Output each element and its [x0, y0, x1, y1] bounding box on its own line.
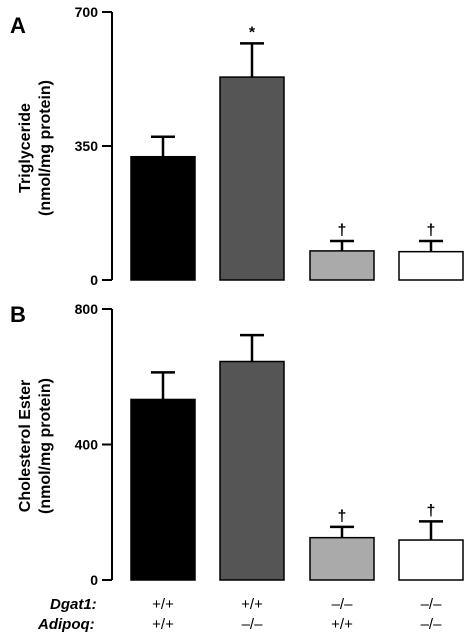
- panel-a-bar: [219, 76, 285, 281]
- panel-b-label: B: [10, 302, 26, 327]
- genotype-cells: +/+ +/+ –/– –/– +/+ –/– +/+ –/–: [152, 596, 442, 633]
- panel-a-y-tick-label: 700: [75, 4, 99, 20]
- panel-b-ylabel-line2: (nmol/mg protein): [37, 378, 54, 514]
- panel-b-y-tick-label: 0: [90, 572, 98, 588]
- genotype-cell: +/+: [152, 596, 174, 613]
- panel-a-ylabel-line2: (nmol/mg protein): [37, 80, 54, 216]
- panel-b-ylabel: Cholesterol Ester (nmol/mg protein): [17, 378, 54, 514]
- panel-b-bar: [219, 360, 285, 581]
- panel-a-plot: 0 350 700 * † †: [75, 4, 464, 288]
- genotype-row2-label: Adipoq:: [37, 616, 95, 633]
- panel-a-bar: [309, 250, 375, 281]
- genotype-cell: –/–: [242, 616, 264, 633]
- genotype-cell: –/–: [332, 596, 354, 613]
- panel-a-bar: [130, 155, 196, 281]
- panel-b-y-tick-label: 800: [75, 301, 99, 317]
- genotype-row1-label: Dgat1:: [50, 596, 97, 613]
- panel-a-ylabel: Triglyceride (nmol/mg protein): [17, 80, 54, 216]
- genotype-cell: –/–: [421, 596, 443, 613]
- panel-a-bar: [398, 250, 464, 281]
- panel-b-bar: [309, 536, 375, 581]
- panel-a-y-tick-label: 0: [90, 272, 98, 288]
- panel-a-ylabel-line1: Triglyceride: [17, 103, 34, 193]
- panel-b-significance-mark: †: [427, 502, 436, 519]
- panel-b-bar: [398, 539, 464, 581]
- genotype-cell: +/+: [241, 596, 263, 613]
- panel-a-significance-mark: †: [338, 222, 347, 239]
- panel-b-plot: 0 400 800 † †: [75, 301, 464, 588]
- panel-a-significance-mark: †: [427, 222, 436, 239]
- genotype-cell: +/+: [152, 616, 174, 633]
- panel-a-significance-mark: *: [249, 24, 256, 41]
- panel-a-label: A: [10, 13, 26, 38]
- panel-b-ylabel-line1: Cholesterol Ester: [17, 380, 34, 512]
- panel-b-bar: [130, 398, 196, 581]
- genotype-cell: +/+: [331, 616, 353, 633]
- genotype-cell: –/–: [421, 616, 443, 633]
- panel-a-y-tick-label: 350: [75, 138, 99, 154]
- panel-b-y-tick-label: 400: [75, 437, 99, 453]
- panel-b-significance-mark: †: [338, 508, 347, 525]
